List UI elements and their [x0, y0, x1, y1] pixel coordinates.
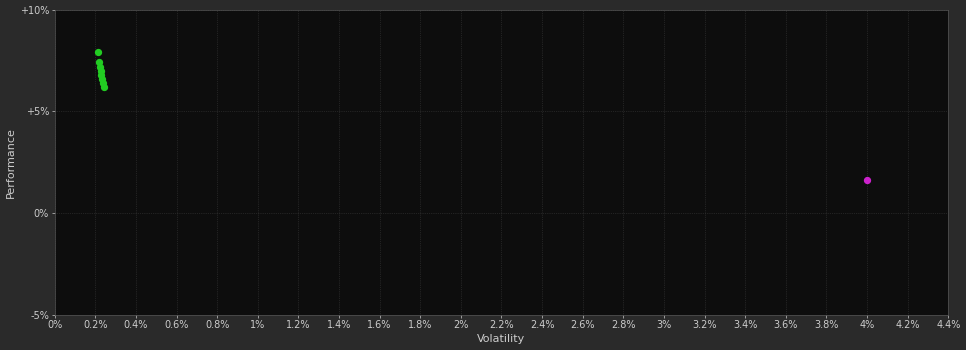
Point	[95, 76, 110, 82]
Point	[94, 68, 109, 74]
Y-axis label: Performance: Performance	[6, 127, 15, 198]
Point	[96, 84, 111, 90]
Point	[92, 60, 107, 65]
Point	[94, 72, 109, 77]
Point	[93, 64, 108, 69]
X-axis label: Volatility: Volatility	[477, 335, 526, 344]
Point	[96, 80, 111, 86]
Point	[860, 178, 875, 183]
Point	[91, 49, 106, 55]
